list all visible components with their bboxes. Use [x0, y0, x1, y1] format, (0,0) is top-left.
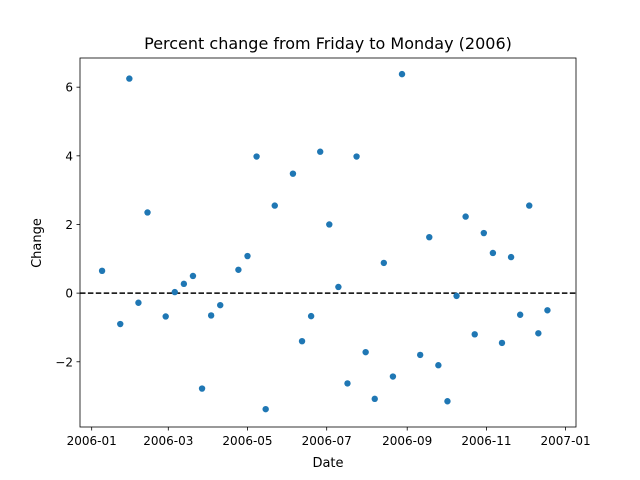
- x-tick-label: 2006-09: [382, 434, 432, 448]
- data-point: [453, 292, 460, 300]
- data-point: [135, 299, 142, 306]
- data-point: [289, 170, 297, 177]
- data-point: [535, 330, 542, 337]
- x-tick-label: 2007-01: [541, 434, 591, 448]
- x-axis-label: Date: [312, 456, 343, 471]
- data-point: [262, 405, 269, 413]
- y-tick-label: −2: [55, 355, 73, 369]
- data-point: [171, 288, 178, 296]
- x-tick-label: 2006-05: [222, 434, 272, 448]
- data-point: [544, 307, 551, 314]
- data-point: [344, 380, 351, 387]
- data-point: [253, 153, 260, 160]
- data-point: [117, 320, 124, 328]
- data-point: [371, 395, 378, 403]
- data-point: [498, 339, 506, 347]
- x-tick-label: 2006-01: [67, 434, 117, 448]
- data-point: [298, 337, 306, 345]
- y-tick-label: 4: [65, 149, 73, 163]
- data-point: [507, 253, 515, 261]
- data-point: [126, 75, 133, 82]
- data-point: [307, 312, 315, 320]
- chart-title: Percent change from Friday to Monday (20…: [144, 34, 512, 53]
- data-point: [198, 385, 206, 392]
- data-point: [98, 267, 106, 275]
- plot-frame: [79, 57, 577, 428]
- data-point: [526, 202, 533, 209]
- data-point: [317, 148, 324, 155]
- data-point: [480, 229, 488, 237]
- data-point: [180, 280, 188, 288]
- data-point: [398, 70, 406, 78]
- x-tick-label: 2006-11: [461, 434, 511, 448]
- data-point: [271, 202, 278, 209]
- y-tick-label: 2: [65, 218, 73, 232]
- data-point: [462, 213, 469, 220]
- data-point: [189, 272, 197, 280]
- y-axis-label: Change: [30, 218, 45, 268]
- data-point: [416, 351, 424, 359]
- data-point: [435, 362, 442, 369]
- x-tick-label: 2006-03: [143, 434, 193, 448]
- data-point: [353, 153, 360, 160]
- data-point: [144, 209, 151, 216]
- x-tick-label: 2006-07: [302, 434, 352, 448]
- data-point: [362, 348, 369, 356]
- data-point: [389, 373, 397, 380]
- y-tick-label: 6: [65, 81, 73, 95]
- data-point: [244, 252, 251, 260]
- data-point: [380, 259, 388, 267]
- data-point: [235, 266, 242, 273]
- data-point: [489, 249, 497, 257]
- data-point: [426, 233, 433, 241]
- x-axis-ticks: 2006-01 2006-03 2006-05 2006-07 2006-09 2006-…: [67, 427, 591, 448]
- data-point: [217, 301, 224, 309]
- data-points: [98, 70, 551, 413]
- data-point: [471, 331, 478, 338]
- plot-area: [80, 58, 576, 427]
- y-axis-ticks: −2 0 2 4 6: [55, 81, 80, 369]
- data-point: [207, 312, 215, 319]
- y-tick-label: 0: [65, 287, 73, 301]
- data-point: [335, 283, 342, 291]
- data-point: [516, 311, 524, 318]
- data-point: [162, 313, 169, 320]
- data-point: [326, 221, 333, 228]
- data-point: [444, 398, 451, 405]
